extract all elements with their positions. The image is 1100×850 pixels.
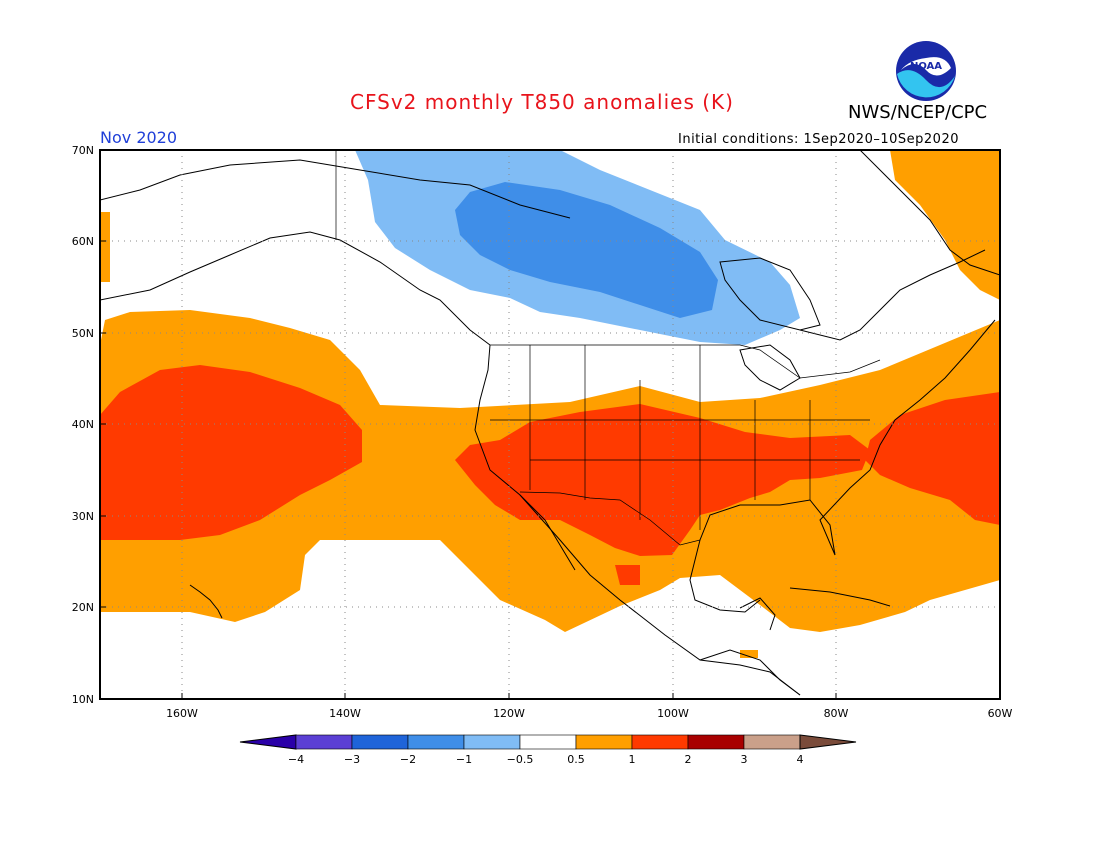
strong-warm-anomaly-atlantic — [865, 392, 1000, 525]
lat-tick-label: 10N — [72, 693, 94, 706]
initial-conditions-label: Initial conditions: 1Sep2020–10Sep2020 — [678, 132, 959, 147]
organization-label: NWS/NCEP/CPC — [848, 102, 988, 123]
lat-tick-label: 20N — [72, 601, 94, 614]
colorbar-tick-label: 0.5 — [567, 753, 585, 766]
alaska-coast — [100, 231, 491, 346]
colorbar-swatch — [463, 734, 521, 750]
lon-tick-label: 160W — [166, 707, 198, 720]
colorbar: −4 −3 −2 −1 −0.5 0.5 1 2 3 4 — [239, 734, 857, 766]
borders — [335, 150, 881, 546]
lon-tick-label: 120W — [493, 707, 525, 720]
us-mexico-border — [519, 491, 701, 546]
colorbar-swatch — [743, 734, 801, 750]
yucatan — [739, 597, 776, 631]
logo-text: NOAA — [910, 61, 942, 72]
labrador — [799, 249, 986, 341]
month-label: Nov 2020 — [100, 128, 178, 147]
arctic-coast — [100, 159, 571, 219]
chart-title: CFSv2 monthly T850 anomalies (K) — [350, 90, 734, 114]
central-america — [699, 649, 801, 696]
hawaii — [189, 584, 223, 619]
lat-tick-label: 40N — [72, 418, 94, 431]
warm-anomaly-spot — [740, 650, 758, 658]
colorbar-swatch — [687, 734, 745, 750]
colorbar-tick-label: −2 — [400, 753, 416, 766]
lon-tick-label: 80W — [824, 707, 849, 720]
colorbar-tick-label: −3 — [344, 753, 360, 766]
lon-tick-label: 60W — [988, 707, 1013, 720]
lat-tick-label: 60N — [72, 235, 94, 248]
great-lakes — [739, 344, 801, 391]
lon-tick-label: 100W — [657, 707, 689, 720]
pacific-coast — [474, 344, 801, 696]
colorbar-swatch — [407, 734, 465, 750]
lon-tick-label: 140W — [329, 707, 361, 720]
lat-tick-label: 30N — [72, 510, 94, 523]
lat-tick-label: 50N — [72, 327, 94, 340]
state-lines — [490, 345, 870, 530]
anomaly-fields — [100, 150, 1000, 658]
strong-warm-anomaly-us — [455, 404, 870, 556]
gulf-coast — [689, 504, 761, 613]
colorbar-swatch — [575, 734, 633, 750]
strong-cool-anomaly-region — [455, 182, 718, 318]
colorbar-tick-label: −0.5 — [507, 753, 534, 766]
colorbar-swatch — [351, 734, 409, 750]
colorbar-swatch — [631, 734, 689, 750]
coastlines — [100, 150, 1000, 696]
colorbar-right-arrow — [799, 734, 857, 750]
warm-anomaly-region-ne — [890, 150, 1000, 300]
colorbar-tick-label: 1 — [629, 753, 636, 766]
gridlines — [100, 150, 1000, 699]
strong-warm-anomaly-mexico — [615, 565, 640, 585]
colorbar-swatch — [295, 734, 353, 750]
hudson-bay — [719, 257, 821, 331]
colorbar-swatch — [519, 734, 577, 750]
greenland — [859, 150, 1000, 276]
colorbar-tick-label: 2 — [685, 753, 692, 766]
colorbar-tick-label: −1 — [456, 753, 472, 766]
colorbar-tick-label: −4 — [288, 753, 304, 766]
warm-anomaly-region-w — [100, 212, 110, 282]
east-coast — [740, 319, 996, 556]
strong-warm-anomaly-pacific — [100, 365, 362, 540]
colorbar-tick-label: 3 — [741, 753, 748, 766]
us-canada-border — [490, 344, 881, 379]
lat-tick-label: 70N — [72, 144, 94, 157]
cuba — [789, 587, 891, 607]
longitude-axis: 160W 140W 120W 100W 80W 60W — [166, 693, 1013, 720]
colorbar-tick-label: 4 — [797, 753, 804, 766]
latitude-axis: 70N 60N 50N 40N 30N 20N 10N — [72, 144, 106, 706]
baja — [519, 494, 576, 571]
colorbar-left-arrow — [239, 734, 297, 750]
noaa-logo: NOAA — [895, 40, 957, 102]
